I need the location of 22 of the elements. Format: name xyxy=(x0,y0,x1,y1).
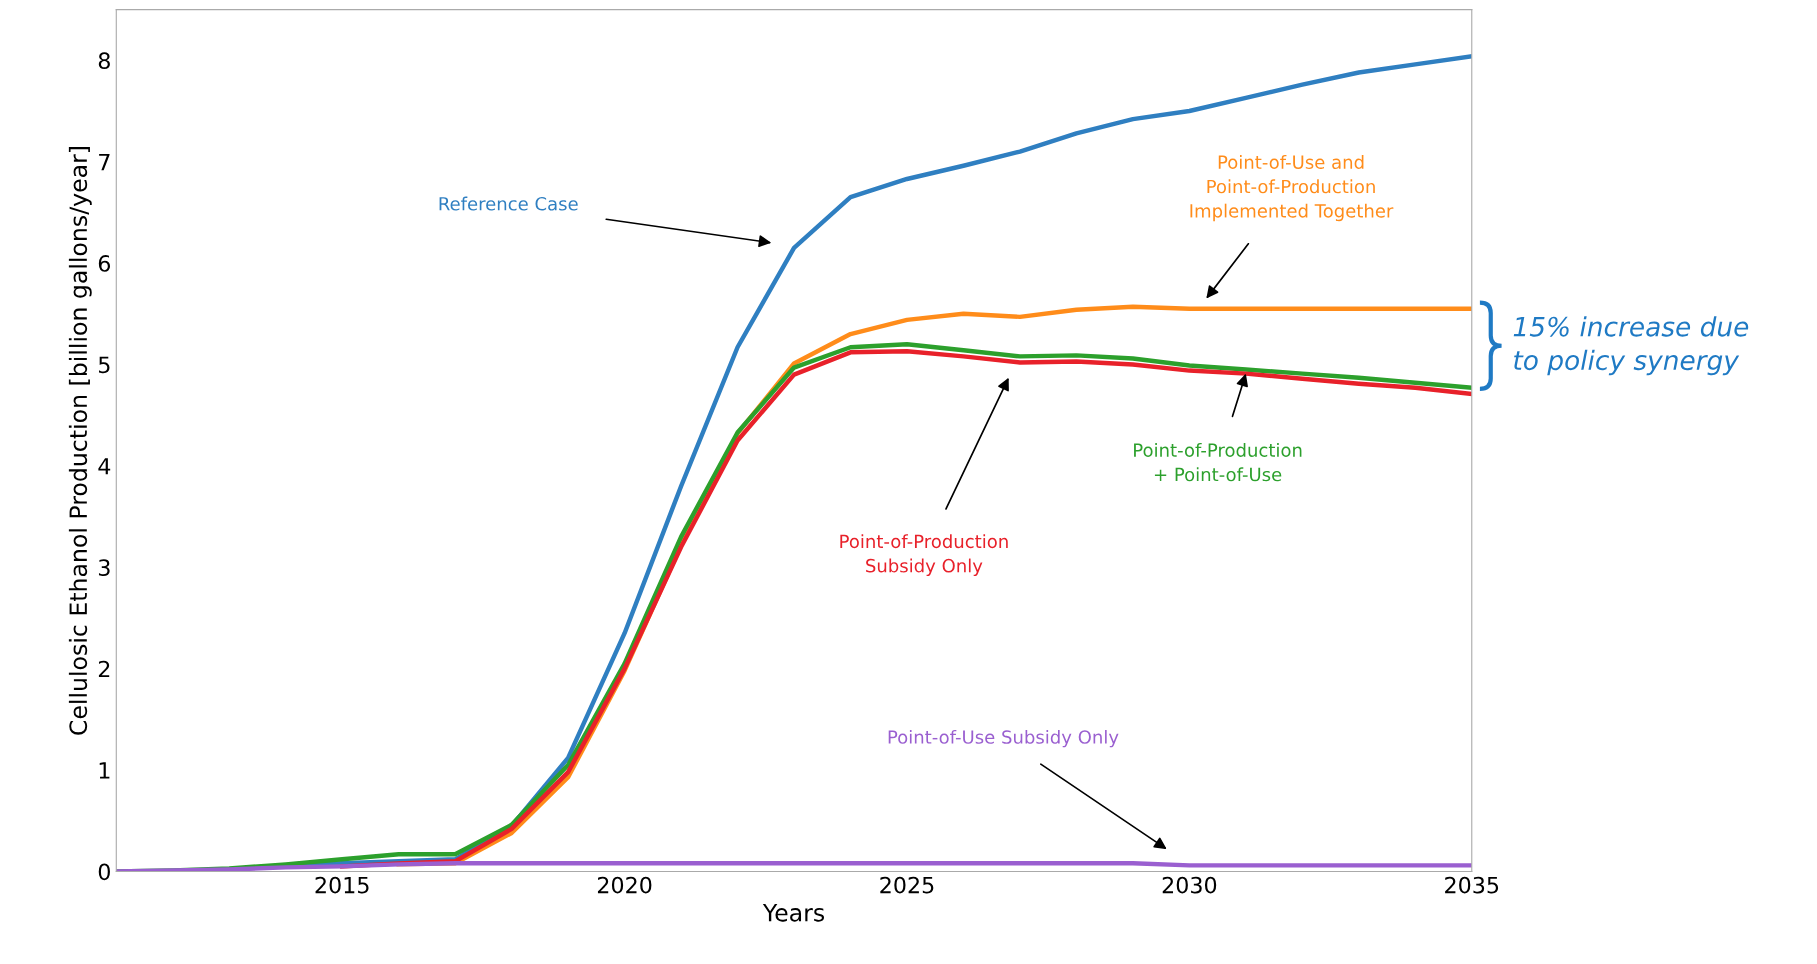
text: Point-of-Production + Point-of-Use xyxy=(1134,442,1302,482)
text: Point-of-Production Subsidy Only xyxy=(840,534,1008,577)
y-tick-label: 3 xyxy=(98,559,110,577)
y-tick-label: 6 xyxy=(98,255,111,272)
y-tick-label: 7 xyxy=(99,153,110,171)
y-tick-label: 2 xyxy=(98,660,110,678)
x-tick-label: 2025 xyxy=(880,876,934,894)
y-tick-label: 0 xyxy=(98,863,110,881)
text: Point-of-Use and Point-of-Production Implemented Together xyxy=(1190,155,1394,222)
y-tick-label: 5 xyxy=(99,356,110,374)
x-tick-label: 2035 xyxy=(1445,876,1499,894)
x-axis-title: Years xyxy=(762,904,825,922)
y-tick-label: 1 xyxy=(99,762,110,779)
x-tick-label: 2015 xyxy=(315,876,369,894)
y-tick-label: 8 xyxy=(98,52,110,70)
text: 15% increase due to policy synergy xyxy=(1513,316,1749,376)
x-tick-label: 2020 xyxy=(597,876,652,894)
text: Point-of-Use Subsidy Only xyxy=(888,729,1119,748)
text: Reference Case xyxy=(439,196,578,211)
y-axis-title: Cellulosic Ethanol Production [billion gallons/year] xyxy=(68,147,92,735)
y-tick-label: 4 xyxy=(98,458,111,475)
x-tick-label: 2030 xyxy=(1162,876,1217,894)
